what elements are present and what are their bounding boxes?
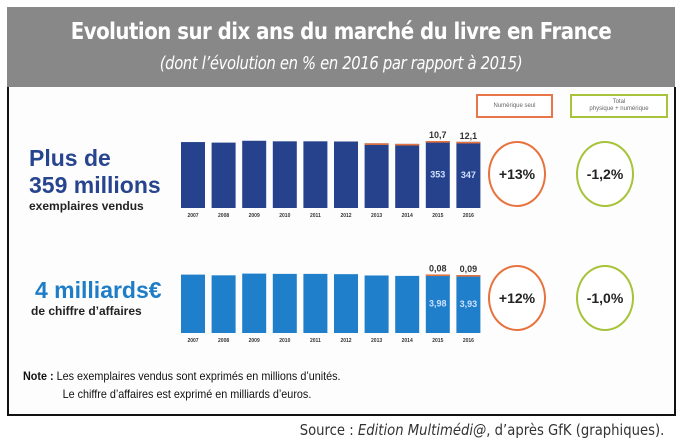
revenue-bar-2007 — [181, 274, 205, 333]
infographic-panel: Numérique seul Total physique + numériqu… — [7, 87, 676, 416]
revenue-digital-change: +12% — [498, 290, 536, 306]
legend-total-label-2: physique + numérique — [589, 106, 649, 112]
revenue-tick-2013: 2013 — [371, 338, 382, 344]
books-tick-2011: 2011 — [310, 213, 321, 219]
books-tick-2016: 2016 — [463, 213, 474, 219]
books-headline-2: 359 millions — [29, 172, 161, 198]
books-digital-change-badge: +13% — [488, 141, 546, 207]
books-digital-bar-2016 — [456, 141, 481, 144]
revenue-value-label-2015: 3,98 — [429, 299, 447, 309]
header-banner: Evolution sur dix ans du marché du livre… — [7, 7, 675, 87]
revenue-tick-2014: 2014 — [402, 338, 413, 344]
legend-total: Total physique + numérique — [570, 94, 668, 118]
revenue-bar-2008 — [211, 275, 236, 333]
books-tick-2010: 2010 — [279, 213, 290, 219]
books-tick-2008: 2008 — [218, 213, 229, 219]
books-bar-2013 — [364, 143, 389, 208]
revenue-bar-2014 — [395, 275, 420, 333]
charts-svg: 2007 2008 2009 2010 2011 2012 2013 2014 2015 353 1… — [181, 130, 481, 344]
books-digital-label-2016: 12,1 — [460, 131, 478, 141]
books-tick-2015: 2015 — [432, 213, 443, 219]
revenue-tick-2010: 2010 — [279, 338, 290, 344]
books-digital-change: +13% — [498, 166, 536, 182]
books-bar-2009 — [242, 140, 267, 208]
books-bar-2014 — [395, 143, 420, 208]
books-total-change-badge: -1,2% — [576, 141, 634, 207]
revenue-tick-2016: 2016 — [463, 338, 474, 344]
revenue-bar-2010 — [272, 273, 297, 333]
revenue-digital-label-2015: 0,08 — [429, 263, 447, 273]
books-headline-1: Plus de — [29, 145, 111, 171]
revenue-bar-chart: 2007 2008 2009 2010 2011 2012 2013 2014 2015 3,98… — [181, 263, 481, 344]
page-subtitle: (dont l’évolution en % en 2016 par rappo… — [159, 53, 523, 74]
books-value-label-2016: 347 — [461, 170, 476, 180]
revenue-digital-change-badge: +12% — [488, 265, 546, 331]
revenue-caption: de chiffre d’affaires — [31, 304, 142, 318]
note: Note : Les exemplaires vendus sont expri… — [23, 367, 341, 403]
books-total-change: -1,2% — [586, 166, 624, 182]
note-line-2: Le chiffre d’affaires est exprimé en mil… — [62, 387, 312, 401]
books-value-label-2015: 353 — [430, 170, 445, 180]
books-digital-label-2015: 10,7 — [429, 130, 447, 140]
books-bar-2007 — [181, 142, 205, 208]
books-tick-2014: 2014 — [402, 213, 413, 219]
revenue-headline: 4 milliards€ — [35, 277, 162, 303]
books-bar-2015 — [425, 141, 450, 208]
revenue-bar-2011 — [303, 273, 328, 333]
revenue-tick-2009: 2009 — [249, 338, 260, 344]
revenue-bar-2012 — [334, 274, 358, 333]
books-tick-2007: 2007 — [187, 213, 198, 219]
books-bar-2010 — [272, 141, 297, 208]
revenue-bar-2016 — [456, 275, 481, 333]
revenue-tick-2012: 2012 — [340, 338, 351, 344]
revenue-value-label-2016: 3,93 — [460, 299, 478, 309]
books-bar-2012 — [334, 141, 358, 208]
revenue-bar-2015 — [425, 274, 450, 333]
revenue-bar-2013 — [364, 275, 389, 333]
books-bar-2011 — [303, 141, 328, 208]
source-suffix: , d’après GfK (graphiques). — [485, 421, 664, 439]
source-publication: Edition Multimédi@ — [357, 421, 486, 439]
books-tick-2012: 2012 — [340, 213, 351, 219]
revenue-digital-label-2016: 0,09 — [460, 264, 478, 274]
revenue-total-change-badge: -1,0% — [576, 265, 634, 331]
revenue-tick-2011: 2011 — [310, 338, 321, 344]
note-label: Note : — [23, 369, 54, 383]
revenue-tick-2015: 2015 — [432, 338, 443, 344]
books-bar-2008 — [211, 142, 236, 208]
revenue-tick-2008: 2008 — [218, 338, 229, 344]
revenue-bar-2009 — [242, 273, 267, 333]
source-credit: Source : Edition Multimédi@, d’après GfK… — [299, 421, 664, 439]
revenue-total-change: -1,0% — [586, 290, 624, 306]
revenue-digital-bar-2016 — [456, 275, 481, 277]
books-digital-bar-2015 — [425, 141, 450, 143]
legend-total-label-1: Total — [612, 99, 626, 105]
books-bar-chart: 2007 2008 2009 2010 2011 2012 2013 2014 2015 353 1… — [181, 130, 481, 219]
legend-digital-label: Numérique seul — [493, 102, 536, 109]
revenue-digital-bar-2015 — [425, 274, 450, 277]
note-line-1: Les exemplaires vendus sont exprimés en … — [56, 369, 341, 383]
books-digital-bar-2013 — [364, 143, 389, 145]
page-title: Evolution sur dix ans du marché du livre… — [70, 19, 612, 45]
books-tick-2009: 2009 — [249, 213, 260, 219]
source-prefix: Source : — [299, 421, 358, 439]
books-tick-2013: 2013 — [371, 213, 382, 219]
books-caption: exemplaires vendus — [29, 199, 144, 213]
books-digital-bar-2014 — [395, 143, 420, 146]
revenue-tick-2007: 2007 — [187, 338, 198, 344]
books-bar-2016 — [456, 141, 481, 208]
legend-digital-only: Numérique seul — [476, 94, 553, 118]
